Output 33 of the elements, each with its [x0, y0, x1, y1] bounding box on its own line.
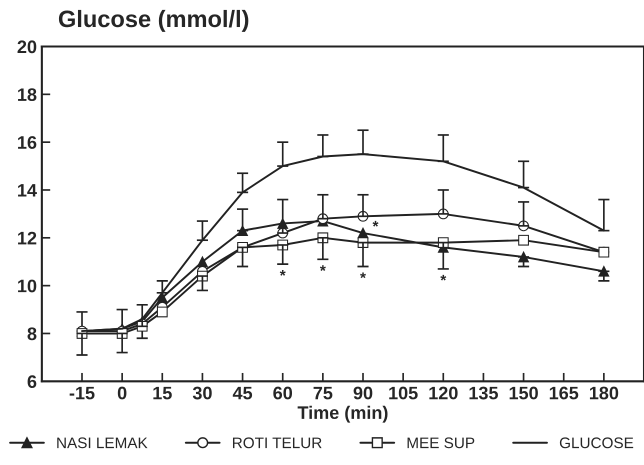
x-tick-label: 150 [510, 386, 538, 400]
y-tick-label: 20 [18, 40, 36, 54]
x-tick-label: 120 [429, 386, 458, 400]
x-tick-label: -15 [70, 386, 95, 400]
y-tick-label: 6 [28, 375, 36, 388]
x-tick-label: 15 [153, 386, 172, 400]
annotation: * [360, 272, 366, 278]
x-tick-label: 135 [470, 386, 498, 400]
x-tick-label: 90 [354, 386, 372, 400]
x-tick-label: 0 [118, 386, 126, 400]
x-tick-label: 105 [389, 386, 418, 400]
x-tick-label: 30 [192, 386, 212, 400]
y-tick-label: 12 [18, 232, 36, 244]
x-tick-label: 165 [550, 386, 578, 400]
annotation: * [280, 270, 286, 276]
y-tick-label: 14 [18, 184, 37, 197]
y-tick-label: 10 [18, 280, 36, 292]
x-tick-label: 60 [273, 386, 292, 400]
annotation: * [440, 274, 446, 281]
chart-title: Glucose (mmol/l) [58, 10, 248, 32]
x-tick-label: 45 [232, 386, 252, 400]
annotation: * [372, 220, 378, 227]
x-axis-title: Time (min) [298, 406, 388, 423]
annotation: * [320, 265, 326, 271]
legend-label: ROTI TELUR [232, 437, 322, 448]
x-tick-label: 75 [314, 386, 332, 400]
legend-label: NASI LEMAK [57, 437, 148, 448]
x-tick-label: 180 [590, 386, 618, 400]
y-tick-label: 18 [18, 88, 36, 102]
legend-label: MEE SUP [408, 437, 474, 448]
y-tick-label: 8 [28, 327, 36, 340]
legend-label: GLUCOSE [560, 437, 634, 448]
y-tick-label: 16 [18, 136, 36, 149]
